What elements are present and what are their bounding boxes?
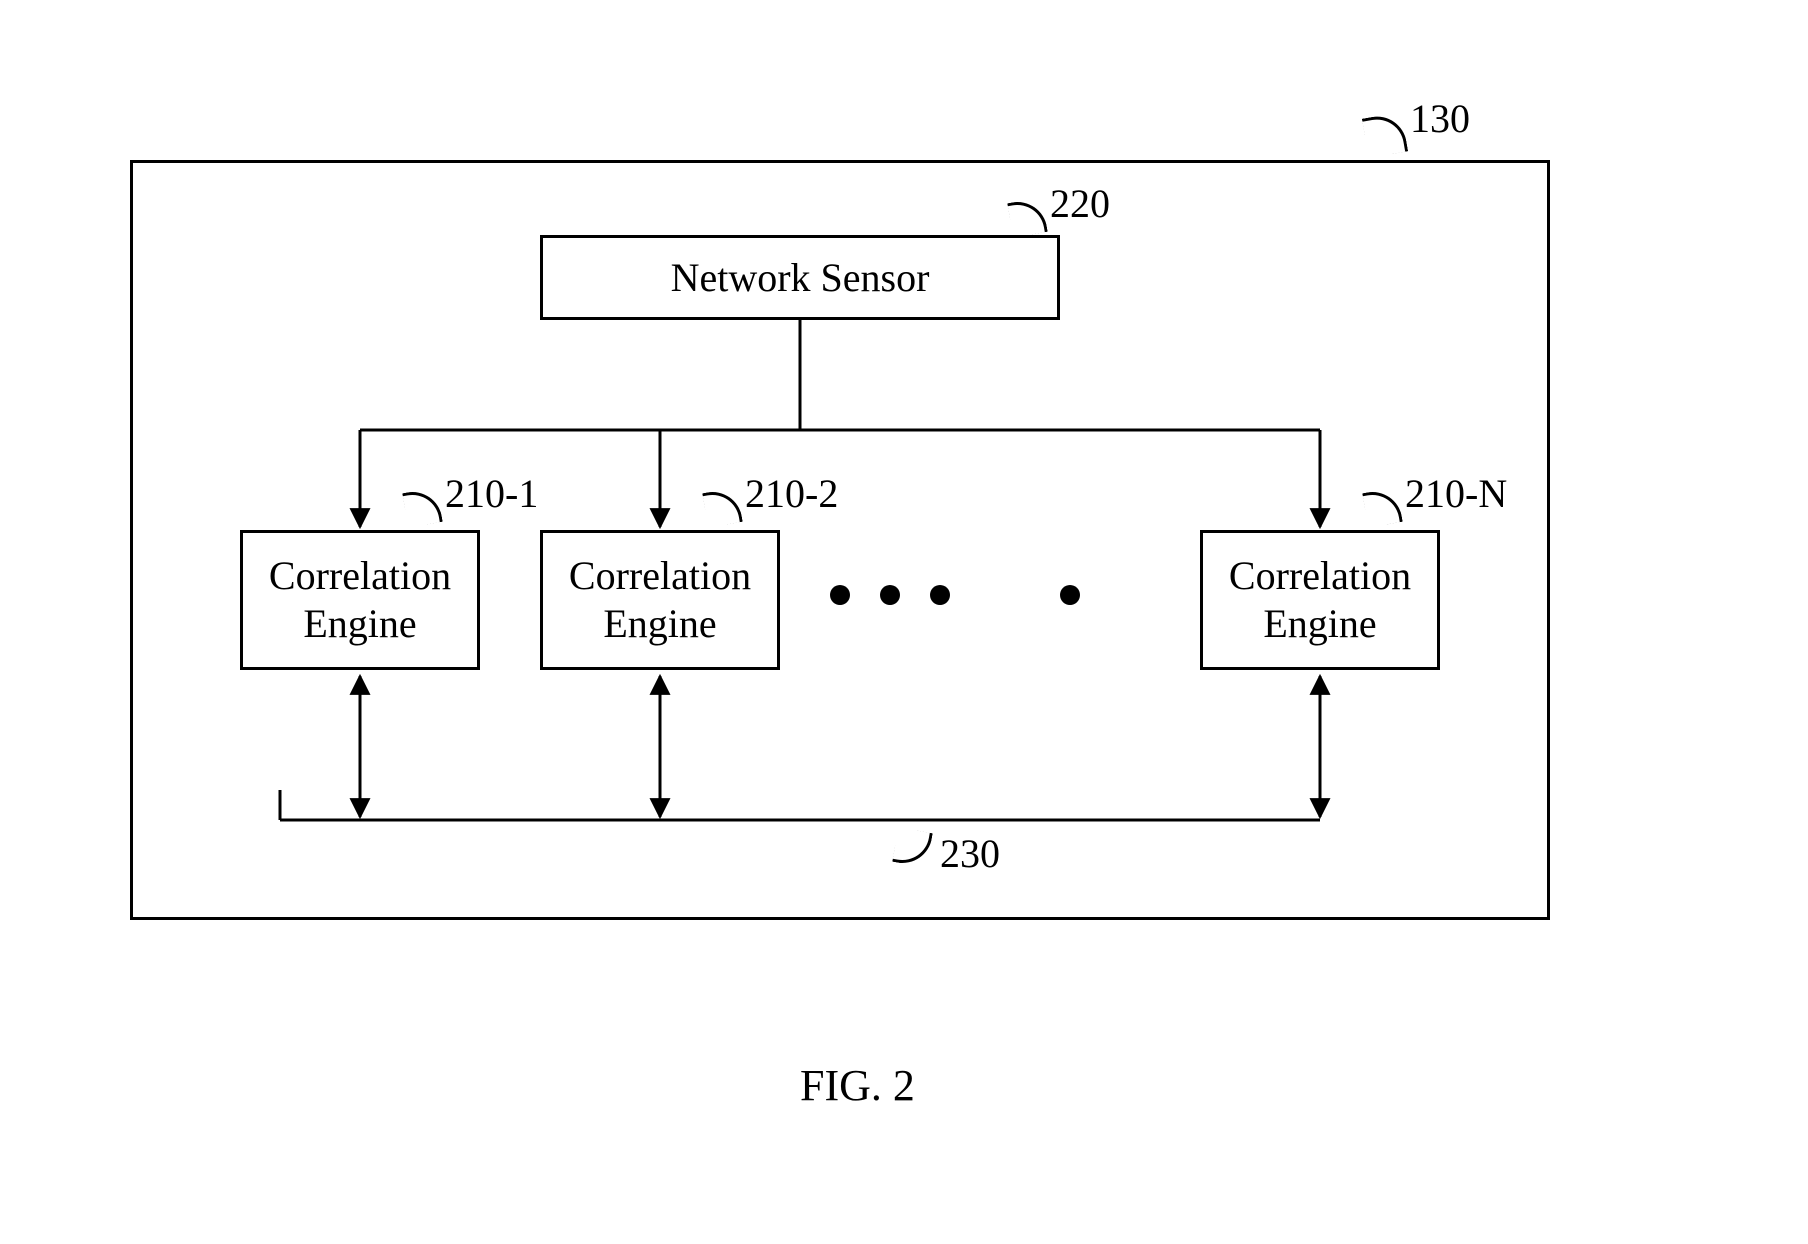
ref-label-sensor: 220	[1050, 180, 1110, 227]
engine-n-line2: Engine	[1263, 600, 1376, 648]
ellipsis-dot	[830, 585, 850, 605]
ref-label-outer: 130	[1410, 95, 1470, 142]
ref-label-engine-n: 210-N	[1405, 470, 1507, 517]
figure-caption: FIG. 2	[800, 1060, 915, 1111]
ref-tick-outer	[1362, 112, 1408, 158]
network-sensor-box: Network Sensor	[540, 235, 1060, 320]
network-sensor-label: Network Sensor	[671, 254, 930, 302]
ref-label-engine-1: 210-1	[445, 470, 538, 517]
ellipsis-dot	[880, 585, 900, 605]
engine-1-line1: Correlation	[269, 552, 451, 600]
ellipsis-dot	[930, 585, 950, 605]
engine-2-line1: Correlation	[569, 552, 751, 600]
ref-label-engine-2: 210-2	[745, 470, 838, 517]
ref-label-bus: 230	[940, 830, 1000, 877]
correlation-engine-2: Correlation Engine	[540, 530, 780, 670]
engine-n-line1: Correlation	[1229, 552, 1411, 600]
engine-2-line2: Engine	[603, 600, 716, 648]
correlation-engine-n: Correlation Engine	[1200, 530, 1440, 670]
correlation-engine-1: Correlation Engine	[240, 530, 480, 670]
ellipsis-dot	[1060, 585, 1080, 605]
engine-1-line2: Engine	[303, 600, 416, 648]
